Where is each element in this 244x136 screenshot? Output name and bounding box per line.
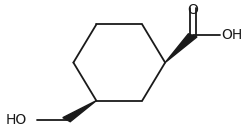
Text: OH: OH [221,28,243,42]
Polygon shape [63,101,96,122]
Text: O: O [187,3,198,17]
Text: HO: HO [6,113,27,127]
Polygon shape [165,34,197,63]
